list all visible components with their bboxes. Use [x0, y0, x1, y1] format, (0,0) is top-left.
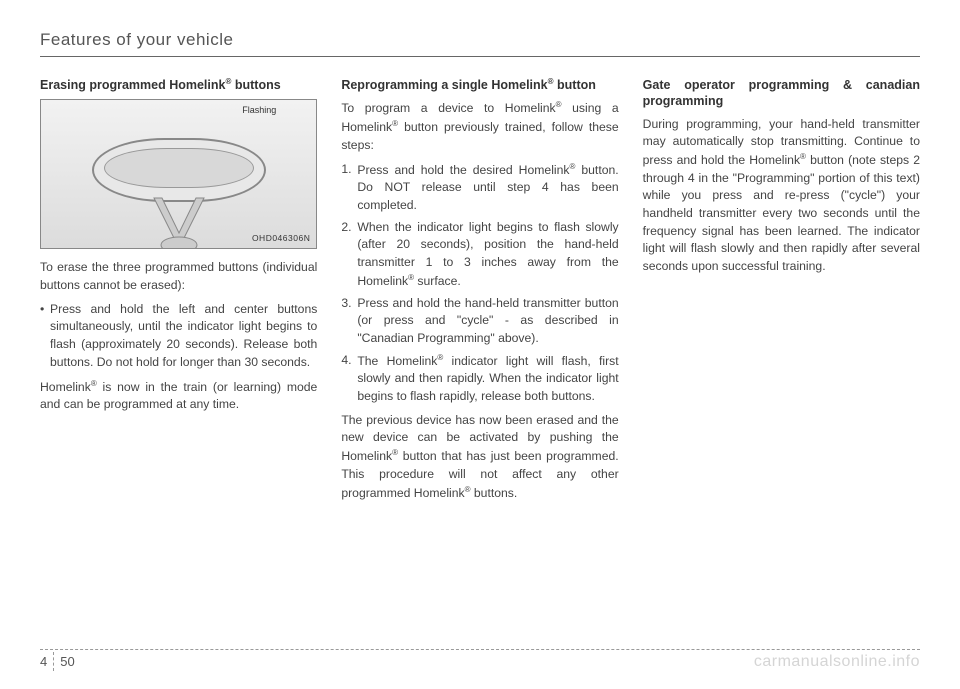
erasing-title: Erasing programmed Homelink® buttons: [40, 77, 317, 93]
step-2: 2. When the indicator light begins to fl…: [341, 219, 618, 291]
step-number: 2.: [341, 219, 357, 291]
hand-icon: [134, 193, 224, 248]
page-number-box: 4 50: [40, 652, 75, 671]
figure-top-label: Flashing: [242, 104, 276, 117]
reprogram-intro: To program a device to Homelink® using a…: [341, 99, 618, 154]
content-columns: Erasing programmed Homelink® buttons Fla…: [40, 77, 920, 508]
title-text-a: Reprogramming a single Homelink: [341, 78, 547, 92]
step-number: 3.: [341, 295, 357, 348]
mirror-glass: [104, 148, 254, 188]
step-text: Press and hold the desired Homelink® but…: [357, 161, 618, 215]
step-4: 4. The Homelink® indicator light will fl…: [341, 352, 618, 406]
step-number: 1.: [341, 161, 357, 215]
gate-title: Gate operator programming & canadian pro…: [643, 77, 920, 110]
column-3: Gate operator programming & canadian pro…: [643, 77, 920, 508]
text-a: To program a device to Homelink: [341, 101, 555, 115]
erase-intro: To erase the three programmed buttons (i…: [40, 259, 317, 294]
bullet-item: • Press and hold the left and center but…: [40, 301, 317, 372]
erase-outro: Homelink® is now in the train (or learni…: [40, 378, 317, 414]
gate-body: During programming, your hand-held trans…: [643, 116, 920, 276]
step-text: When the indicator light begins to flash…: [357, 219, 618, 291]
text-c: buttons.: [471, 486, 518, 500]
bullet-text: Press and hold the left and center butto…: [50, 301, 317, 372]
text-a: When the indicator light begins to flash…: [357, 220, 618, 288]
column-2: Reprogramming a single Homelink® button …: [341, 77, 618, 508]
step-number: 4.: [341, 352, 357, 406]
text-b: surface.: [414, 274, 461, 288]
column-1: Erasing programmed Homelink® buttons Fla…: [40, 77, 317, 508]
title-text-b: button: [554, 78, 596, 92]
figure-code: OHD046306N: [252, 232, 310, 244]
bullet-mark: •: [40, 301, 50, 372]
step-1: 1. Press and hold the desired Homelink® …: [341, 161, 618, 215]
reprogram-outro: The previous device has now been erased …: [341, 412, 618, 503]
text-b: button (note steps 2 through 4 in the "P…: [643, 153, 920, 273]
text-a: Homelink: [40, 380, 91, 394]
page-number: 50: [60, 654, 74, 669]
step-3: 3. Press and hold the hand-held transmit…: [341, 295, 618, 348]
step-text: The Homelink® indicator light will flash…: [357, 352, 618, 406]
page-header: Features of your vehicle: [40, 30, 920, 57]
manual-page: Features of your vehicle Erasing program…: [0, 0, 960, 689]
section-number: 4: [40, 652, 54, 671]
title-text-b: buttons: [231, 78, 280, 92]
mirror-figure: Flashing OHD046306N: [40, 99, 317, 249]
text-a: Press and hold the desired Homelink: [357, 163, 569, 177]
reprogram-title: Reprogramming a single Homelink® button: [341, 77, 618, 93]
text-a: The Homelink: [357, 354, 437, 368]
title-text-a: Erasing programmed Homelink: [40, 78, 225, 92]
watermark: carmanualsonline.info: [754, 653, 920, 671]
step-text: Press and hold the hand-held transmitter…: [357, 295, 618, 348]
